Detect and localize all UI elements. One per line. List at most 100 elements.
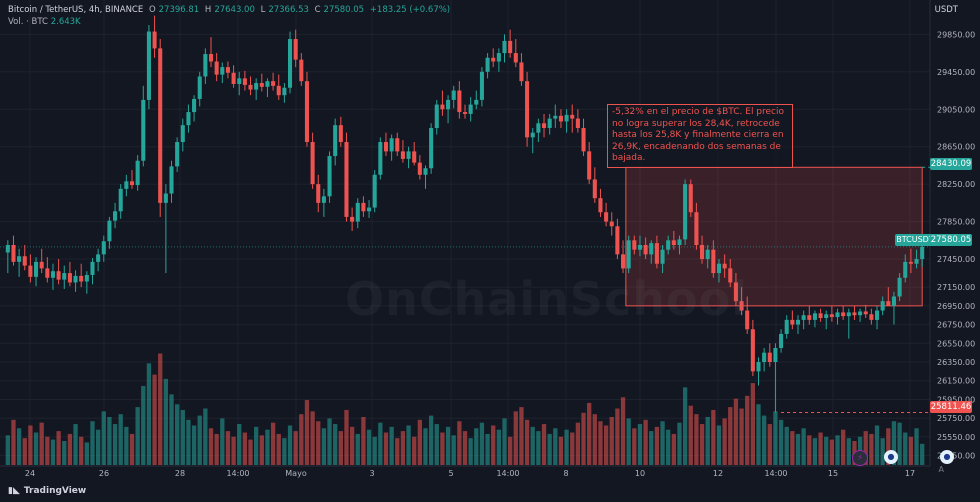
candle-body [383, 142, 389, 152]
candle-body [558, 115, 563, 122]
close-value: 27580.05 [323, 5, 365, 15]
candle-body [790, 319, 795, 325]
y-tick-label: 26350.00 [937, 358, 975, 367]
candle-body [39, 261, 44, 269]
volume-bar [778, 419, 784, 465]
candle-body [158, 48, 163, 203]
y-tick-label: 26150.00 [937, 377, 975, 386]
candle-body [587, 151, 592, 180]
volume-bar [237, 424, 242, 465]
volume-bar [474, 428, 479, 465]
candle-body [519, 62, 524, 82]
high-value: 27643.00 [214, 5, 255, 15]
volume-bar [5, 435, 10, 465]
volume-bar [603, 425, 609, 465]
candle-body [801, 315, 806, 320]
x-tick-label: 14:00 [496, 469, 519, 478]
candle-body [62, 273, 67, 280]
volume-bar [254, 426, 259, 465]
tradingview-logo[interactable]: ▮◣ TradingView [8, 486, 86, 496]
us-flag-event-icon[interactable]: ● [884, 450, 898, 464]
volume-bar [666, 429, 671, 465]
volume-bar [468, 438, 473, 465]
candle-body [874, 310, 880, 320]
volume-bar [203, 408, 208, 465]
volume-bar [728, 407, 733, 465]
us-flag-event-icon-2[interactable]: ● [940, 450, 954, 464]
candle-body [705, 249, 710, 260]
volume-bar [338, 431, 343, 465]
open-value: 27396.81 [158, 5, 200, 15]
volume-bar [824, 436, 829, 465]
volume-bar [660, 421, 665, 465]
change-value: +183.25 (+0.67%) [369, 5, 451, 15]
volume-bar [541, 424, 547, 465]
candle-body [479, 71, 484, 100]
volume-bar [807, 435, 812, 465]
candle-body [643, 245, 648, 255]
candle-body [564, 114, 569, 122]
candle-body [344, 142, 349, 217]
volume-bar [383, 432, 389, 465]
x-tick-label: 12 [713, 469, 723, 478]
candle-body [412, 151, 417, 163]
symbol-title[interactable]: Bitcoin / TetherUS, 4h, BINANCE [8, 5, 144, 15]
candle-body [660, 249, 665, 264]
candle-body [67, 273, 72, 283]
candle-body [248, 84, 253, 90]
candle-body [807, 315, 812, 320]
candle-body [468, 104, 473, 114]
candle-body [886, 301, 891, 306]
candle-body [389, 138, 394, 152]
volume-bar [299, 414, 304, 465]
volume-bar [491, 425, 496, 465]
candle-body [333, 125, 338, 157]
candle-body [750, 329, 755, 372]
volume-bar [321, 428, 327, 465]
watermark-logo: OnChainSchool [345, 272, 749, 326]
volume-bar [547, 433, 552, 465]
volume-bar [361, 417, 366, 465]
volume-bar [677, 422, 682, 465]
volume-bar [248, 439, 253, 465]
candle-body [508, 40, 513, 54]
candle-body [378, 142, 383, 175]
tradingview-label: TradingView [23, 486, 87, 496]
y-tick-label: 29450.00 [937, 68, 975, 77]
currency-label[interactable]: USDT [934, 5, 958, 15]
volume-bar [462, 431, 468, 465]
y-tick-label: 25350.00 [937, 452, 975, 461]
x-tick-label: 24 [25, 469, 35, 478]
volume-bar [874, 425, 880, 465]
annotation-note[interactable]: -5,32% en el precio de $BTC. El precio n… [607, 104, 793, 168]
volume-bar [699, 424, 705, 465]
candle-body [863, 311, 868, 315]
candle-body [28, 265, 33, 277]
candle-body [694, 212, 699, 245]
volume-bar [293, 431, 298, 465]
candle-body [728, 268, 733, 283]
volume-bar [835, 435, 840, 465]
candle-body [271, 81, 276, 86]
volume-bar [654, 426, 660, 465]
candle-body [598, 198, 603, 213]
volume-header: Vol. · BTC 2.643K [8, 17, 81, 27]
y-tick-label: 25750.00 [937, 414, 975, 423]
volume-bar [716, 425, 722, 465]
volume-label[interactable]: Vol. · BTC [8, 17, 48, 27]
bearish-zone-box [625, 166, 923, 307]
volume-bar [124, 426, 129, 465]
x-tick-label: Mayo [285, 469, 307, 478]
candle-body [141, 99, 146, 161]
symbol-header: Bitcoin / TetherUS, 4h, BINANCE O 27396.8… [8, 5, 453, 15]
candle-body [666, 240, 671, 250]
candle-body [259, 83, 264, 87]
volume-bar [107, 417, 112, 465]
volume-bar [705, 417, 710, 465]
volume-bar [558, 436, 564, 465]
lightning-event-icon[interactable]: ⚡ [852, 450, 868, 466]
volume-bar [231, 436, 236, 465]
candle-body [372, 174, 377, 208]
auto-scale-label[interactable]: A [938, 465, 944, 474]
